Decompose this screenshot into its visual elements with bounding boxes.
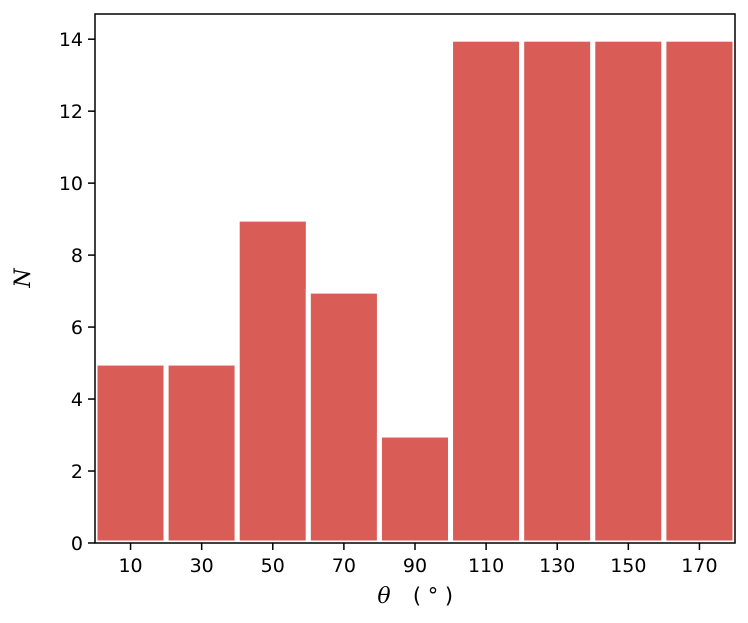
y-tick-label-12: 12 — [59, 101, 83, 123]
x-tick-label-130: 130 — [539, 555, 575, 577]
y-axis-ticks: 0 2 4 6 8 10 12 14 — [59, 29, 95, 555]
bar-90 — [376, 432, 454, 546]
y-tick-label-2: 2 — [71, 461, 83, 483]
bar-50 — [234, 216, 311, 546]
bar-110 — [448, 36, 525, 546]
x-tick-label-150: 150 — [610, 555, 646, 577]
y-axis-title: N — [11, 268, 36, 289]
y-tick-label-10: 10 — [59, 173, 83, 195]
x-tick-label-110: 110 — [468, 555, 504, 577]
bar-150 — [590, 36, 667, 546]
bar-10 — [92, 360, 169, 546]
x-axis-title-symbol: θ — [377, 584, 390, 609]
x-tick-label-10: 10 — [118, 555, 142, 577]
x-tick-label-50: 50 — [261, 555, 285, 577]
x-axis-title-unit: ( ° ) — [413, 584, 453, 608]
y-tick-label-14: 14 — [59, 29, 83, 51]
bar-130 — [519, 36, 596, 546]
bar-30 — [163, 360, 240, 546]
bars-layer — [92, 36, 738, 546]
y-tick-label-6: 6 — [71, 317, 83, 339]
x-tick-label-90: 90 — [403, 555, 427, 577]
x-tick-label-70: 70 — [332, 555, 356, 577]
bar-170 — [661, 36, 738, 546]
y-tick-label-8: 8 — [71, 245, 83, 267]
x-tick-label-170: 170 — [681, 555, 717, 577]
y-tick-label-0: 0 — [71, 533, 83, 555]
bar-70 — [305, 288, 382, 546]
x-tick-label-30: 30 — [190, 555, 214, 577]
y-tick-label-4: 4 — [71, 389, 83, 411]
plot-frame — [94, 13, 736, 544]
x-axis-ticks: 10 30 50 70 90 110 130 150 170 — [118, 543, 718, 577]
